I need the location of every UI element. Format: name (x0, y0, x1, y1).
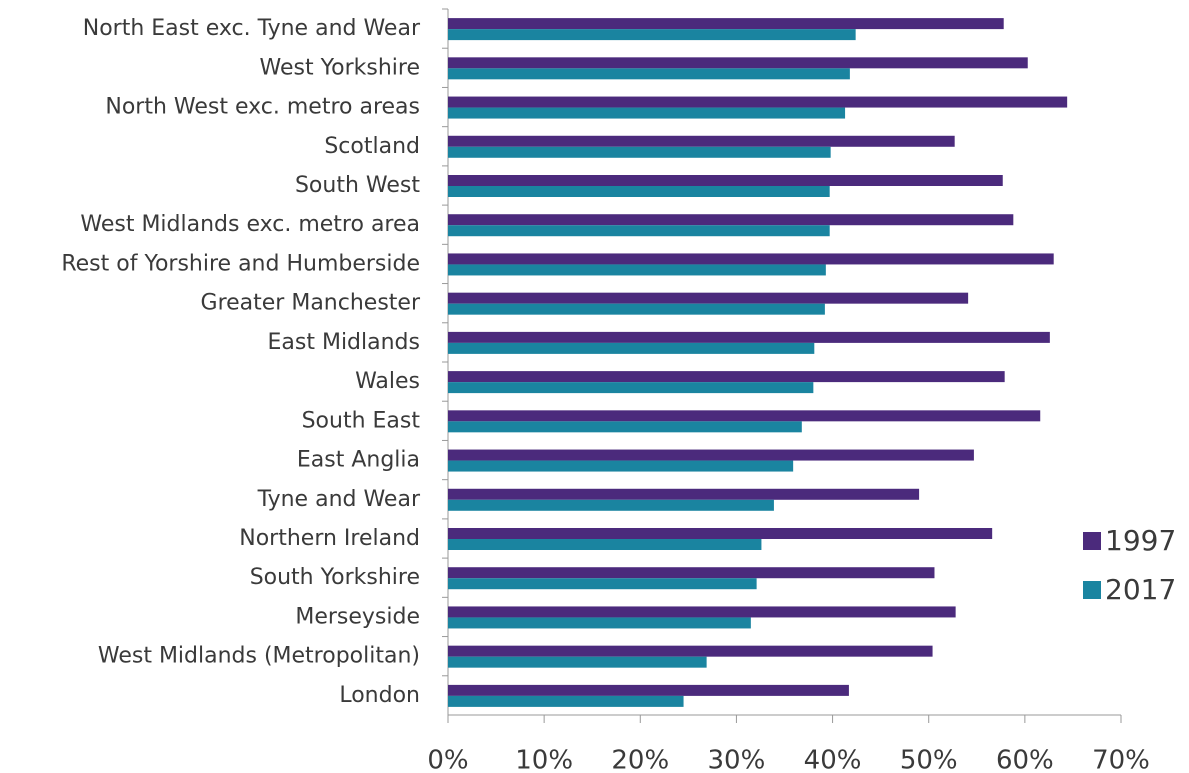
bar (448, 528, 993, 539)
bar (448, 214, 1014, 226)
legend-label: 2017 (1105, 573, 1176, 606)
y-tick-label: South West (295, 173, 420, 198)
bar (448, 684, 849, 696)
bar (448, 18, 1004, 30)
bar (448, 253, 1054, 265)
bar (448, 382, 814, 394)
bar (448, 656, 707, 668)
bar (448, 410, 1041, 422)
legend-swatch (1083, 532, 1101, 550)
bar (448, 186, 830, 197)
bar (448, 499, 774, 511)
y-tick-label: South Yorkshire (250, 565, 420, 590)
bar (448, 175, 1003, 186)
y-tick-label: Greater Manchester (201, 291, 421, 316)
bar (448, 96, 1068, 108)
x-tick-label: 60% (996, 746, 1054, 773)
bar (448, 57, 1028, 69)
y-tick-label: North West exc. metro areas (105, 95, 420, 120)
bar (448, 567, 935, 579)
x-tick-label: 50% (900, 746, 958, 773)
bar (448, 29, 856, 41)
bar (448, 107, 846, 119)
y-tick-label: London (339, 683, 420, 708)
bar (448, 695, 684, 707)
bar (448, 606, 956, 618)
bar (448, 292, 969, 304)
bar (448, 225, 830, 237)
x-tick-label: 70% (1092, 746, 1150, 773)
bar (448, 617, 751, 629)
y-tick-label: East Anglia (297, 448, 420, 473)
y-tick-label: Tyne and Wear (257, 487, 421, 512)
y-tick-label: Rest of Yorshire and Humberside (61, 251, 420, 276)
bar (448, 135, 955, 147)
y-tick-label: Merseyside (295, 604, 420, 629)
bar (448, 578, 757, 590)
x-tick-label: 30% (708, 746, 766, 773)
y-tick-label: South East (302, 408, 421, 433)
y-tick-label: West Midlands exc. metro area (80, 212, 420, 237)
y-tick-label: East Midlands (268, 330, 421, 355)
bar (448, 539, 762, 550)
bar (448, 331, 1050, 343)
legend-label: 1997 (1105, 524, 1176, 557)
bar (448, 303, 825, 315)
y-tick-label: West Yorkshire (260, 55, 420, 80)
bar (448, 488, 920, 500)
x-tick-label: 40% (804, 746, 862, 773)
y-tick-label: Wales (355, 369, 420, 394)
x-tick-label: 20% (611, 746, 669, 773)
bar (448, 645, 933, 657)
legend-swatch (1083, 581, 1101, 599)
y-tick-label: West Midlands (Metropolitan) (98, 644, 420, 669)
bar (448, 264, 826, 276)
x-tick-label: 0% (427, 746, 468, 773)
bar (448, 146, 831, 158)
bar (448, 460, 794, 472)
y-tick-label: North East exc. Tyne and Wear (83, 16, 421, 41)
bar (448, 421, 802, 433)
y-tick-label: Northern Ireland (239, 526, 420, 551)
bar (448, 449, 974, 461)
bar (448, 371, 1005, 383)
x-tick-label: 10% (515, 746, 573, 773)
y-tick-label: Scotland (324, 134, 420, 159)
bar (448, 342, 815, 354)
bar (448, 68, 850, 80)
